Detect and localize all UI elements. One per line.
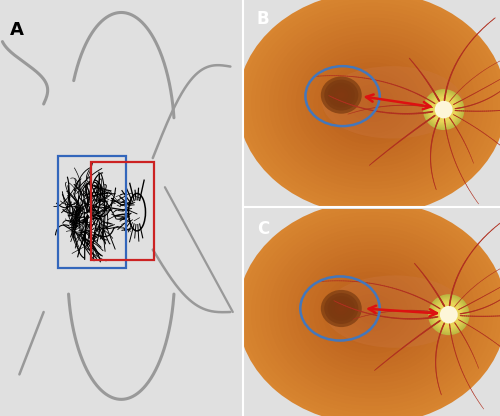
Ellipse shape [345, 290, 399, 335]
Ellipse shape [296, 40, 448, 167]
Ellipse shape [322, 66, 463, 139]
Ellipse shape [251, 3, 493, 204]
Ellipse shape [246, 208, 498, 416]
Ellipse shape [327, 66, 417, 141]
Ellipse shape [434, 101, 452, 119]
Ellipse shape [260, 10, 484, 196]
Ellipse shape [434, 300, 464, 329]
Ellipse shape [432, 297, 466, 332]
Ellipse shape [430, 96, 458, 123]
Ellipse shape [300, 44, 444, 163]
Ellipse shape [324, 79, 358, 111]
Ellipse shape [292, 245, 452, 380]
Ellipse shape [287, 33, 457, 174]
Ellipse shape [426, 92, 461, 126]
Ellipse shape [278, 235, 466, 391]
Ellipse shape [363, 96, 381, 111]
Ellipse shape [321, 290, 362, 327]
Ellipse shape [328, 296, 355, 321]
Ellipse shape [238, 0, 500, 215]
Ellipse shape [242, 205, 500, 416]
Ellipse shape [269, 227, 475, 398]
Ellipse shape [324, 275, 466, 348]
Ellipse shape [436, 302, 462, 327]
Ellipse shape [428, 95, 458, 124]
Ellipse shape [292, 36, 452, 171]
Ellipse shape [428, 294, 470, 335]
Ellipse shape [338, 305, 344, 312]
Text: B: B [257, 10, 270, 28]
Ellipse shape [334, 302, 348, 314]
Ellipse shape [300, 253, 444, 372]
Ellipse shape [334, 89, 348, 102]
Ellipse shape [424, 90, 464, 129]
Bar [58, 156, 126, 268]
Ellipse shape [305, 257, 439, 369]
Ellipse shape [338, 92, 344, 98]
Ellipse shape [429, 295, 469, 334]
Ellipse shape [274, 22, 470, 185]
Ellipse shape [314, 264, 430, 361]
Ellipse shape [264, 14, 480, 193]
Ellipse shape [331, 299, 351, 318]
Ellipse shape [274, 231, 470, 394]
Ellipse shape [368, 309, 376, 316]
Ellipse shape [242, 0, 500, 211]
Ellipse shape [246, 0, 498, 208]
Ellipse shape [256, 7, 488, 200]
Ellipse shape [251, 212, 493, 413]
Ellipse shape [328, 83, 355, 107]
Ellipse shape [432, 299, 465, 331]
Ellipse shape [278, 25, 466, 181]
Ellipse shape [260, 220, 484, 406]
Ellipse shape [340, 287, 404, 339]
Ellipse shape [440, 306, 458, 324]
Ellipse shape [282, 238, 462, 387]
Ellipse shape [264, 223, 480, 402]
Text: A: A [10, 21, 24, 39]
Ellipse shape [425, 92, 462, 128]
Ellipse shape [350, 85, 395, 122]
Ellipse shape [331, 86, 351, 104]
Ellipse shape [368, 100, 376, 107]
Ellipse shape [423, 89, 465, 130]
Ellipse shape [282, 29, 462, 178]
Ellipse shape [314, 55, 430, 152]
Ellipse shape [318, 268, 426, 357]
Ellipse shape [310, 260, 434, 365]
Ellipse shape [354, 298, 390, 327]
Ellipse shape [310, 51, 434, 156]
Ellipse shape [428, 94, 460, 126]
Ellipse shape [321, 77, 362, 114]
Ellipse shape [363, 305, 381, 320]
Ellipse shape [322, 62, 422, 144]
Ellipse shape [350, 294, 395, 331]
Ellipse shape [322, 272, 422, 354]
Ellipse shape [358, 92, 386, 114]
Ellipse shape [336, 74, 408, 133]
Ellipse shape [430, 297, 467, 333]
Ellipse shape [340, 77, 404, 129]
Ellipse shape [324, 293, 358, 324]
Ellipse shape [256, 216, 488, 409]
Ellipse shape [296, 249, 448, 376]
Ellipse shape [354, 89, 390, 118]
Text: C: C [257, 220, 269, 238]
Ellipse shape [435, 301, 462, 328]
Ellipse shape [345, 81, 399, 126]
Ellipse shape [327, 275, 417, 350]
Ellipse shape [269, 18, 475, 189]
Ellipse shape [358, 302, 386, 324]
Ellipse shape [287, 242, 457, 383]
Ellipse shape [332, 279, 412, 346]
Ellipse shape [431, 97, 456, 122]
Ellipse shape [238, 201, 500, 416]
Ellipse shape [318, 59, 426, 148]
Ellipse shape [336, 283, 408, 342]
Ellipse shape [332, 70, 412, 137]
Bar [91, 162, 154, 260]
Ellipse shape [305, 47, 439, 159]
